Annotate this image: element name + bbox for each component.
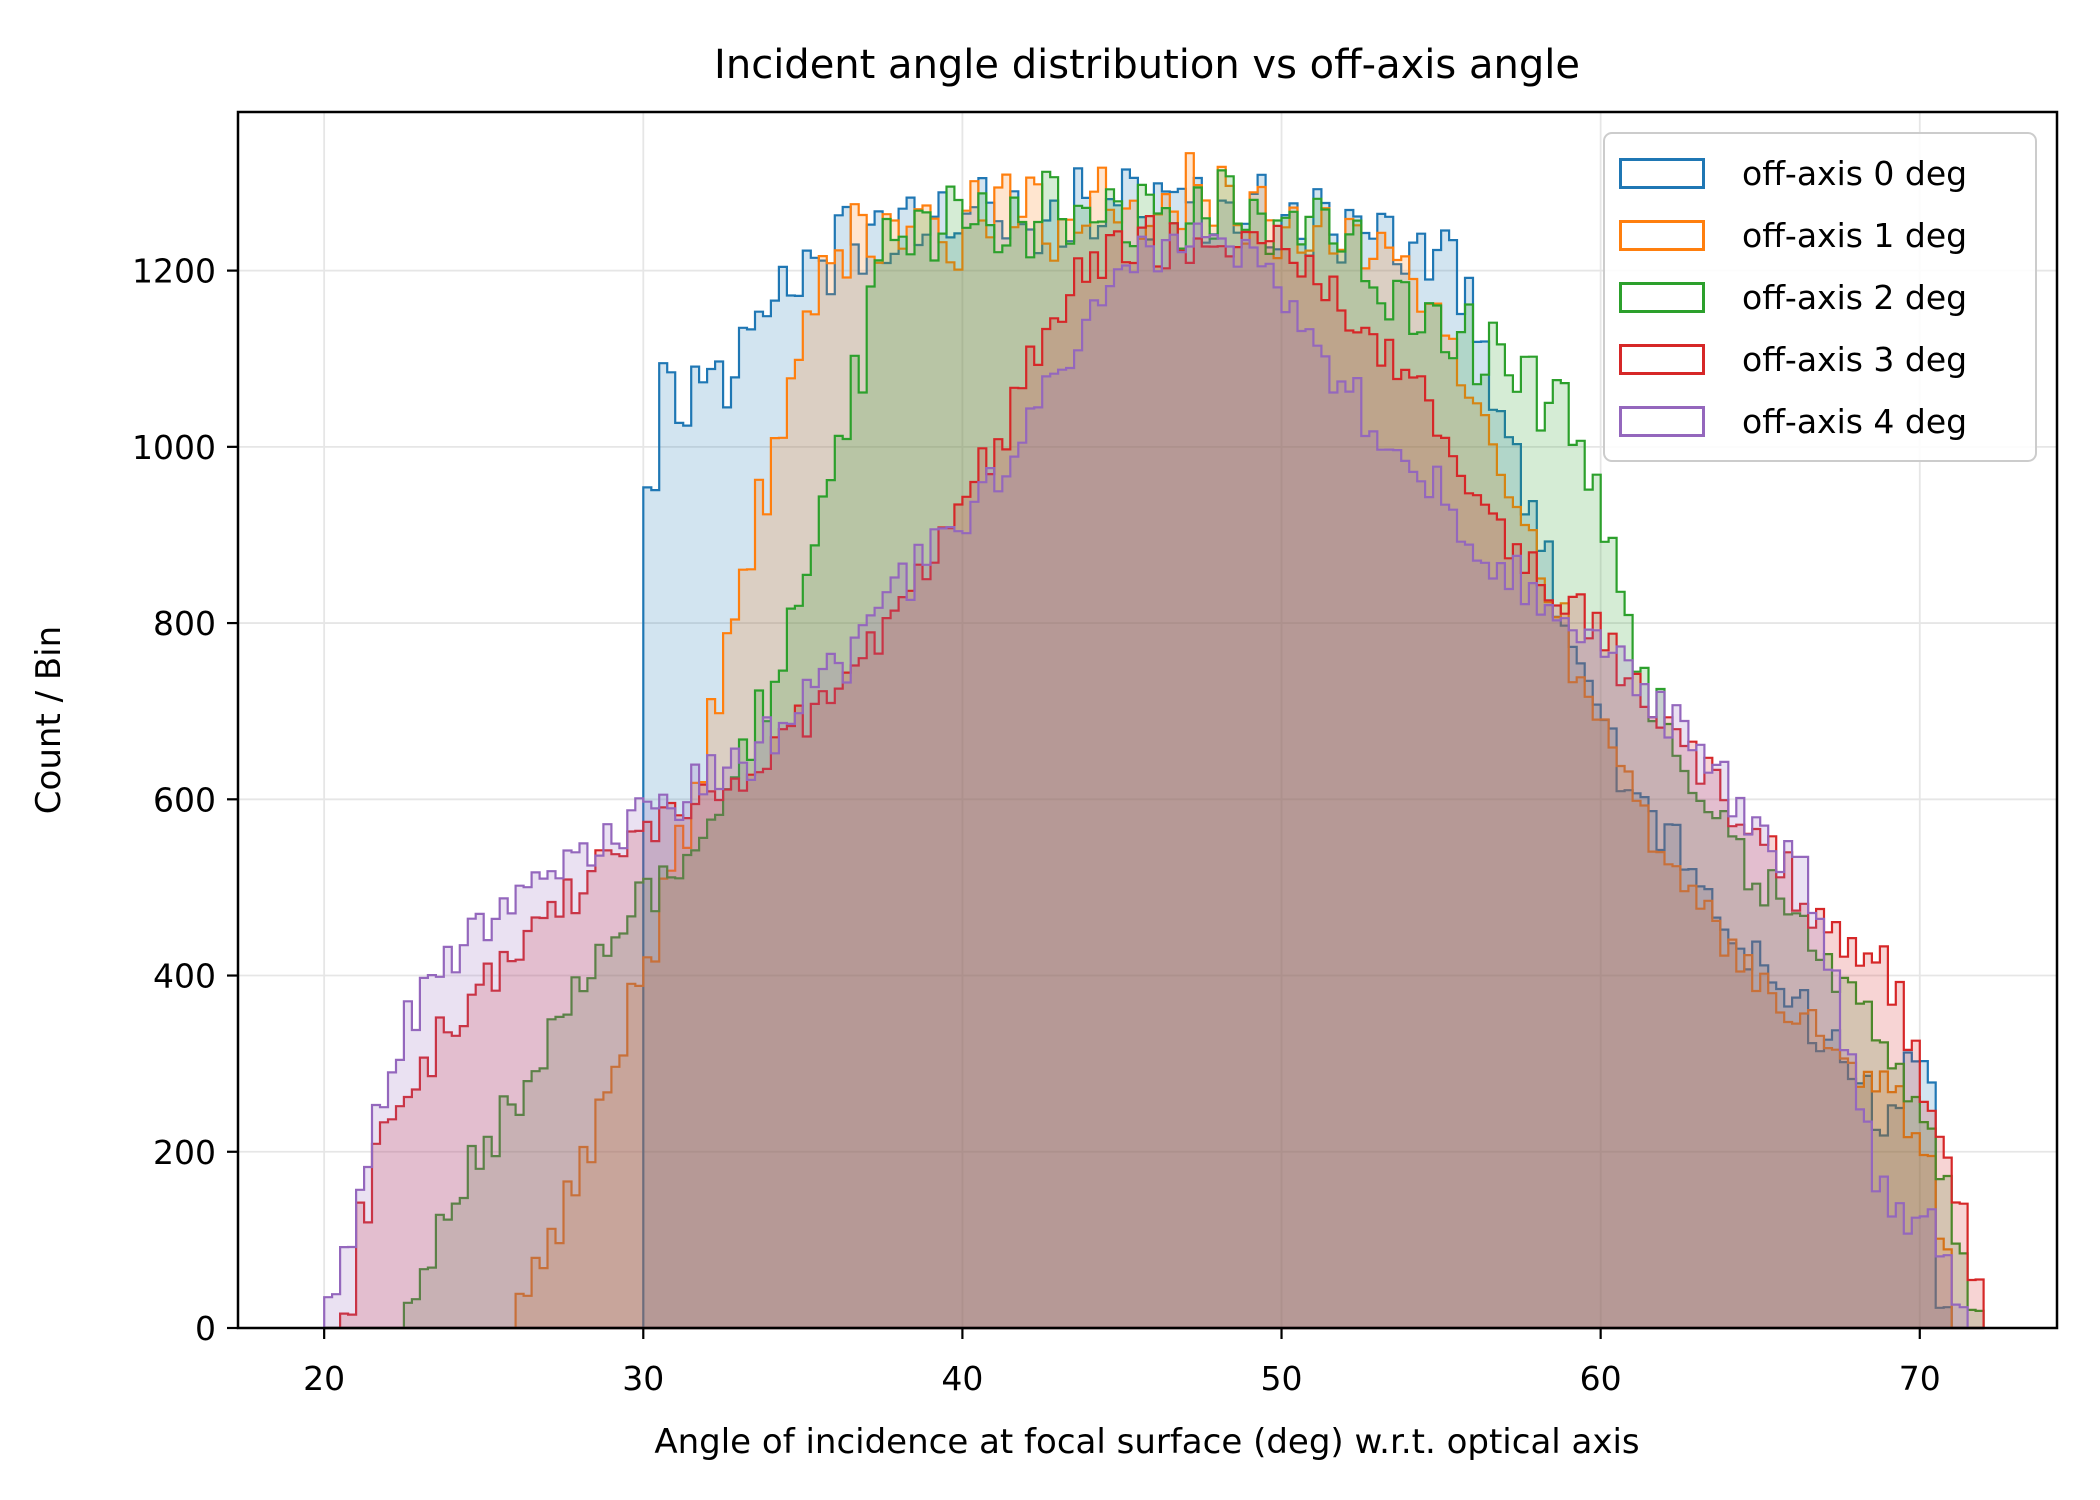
x-tick-label: 50: [1261, 1359, 1303, 1398]
legend-item-off-axis-0-deg: off-axis 0 deg: [1619, 144, 2025, 202]
x-tick-label: 40: [941, 1359, 983, 1398]
axis-tick-labels: 20 30 40 50 60 70 0 200 400 600 800 1000 1200: [132, 252, 1941, 1398]
legend-swatch-off-axis-1-deg: [1619, 219, 1705, 251]
legend-item-off-axis-2-deg: off-axis 2 deg: [1619, 268, 2025, 326]
y-tick-label: 400: [153, 957, 216, 996]
x-tick-label: 70: [1899, 1359, 1941, 1398]
histogram-series: [323, 152, 1985, 1330]
y-tick-label: 600: [153, 780, 216, 819]
chart-title: Incident angle distribution vs off-axis …: [714, 42, 1580, 88]
legend-item-off-axis-3-deg: off-axis 3 deg: [1619, 330, 2025, 388]
y-axis-label: Count / Bin: [29, 626, 69, 814]
legend-label-off-axis-2-deg: off-axis 2 deg: [1742, 277, 1968, 317]
x-tick-label: 60: [1580, 1359, 1622, 1398]
legend-label-off-axis-3-deg: off-axis 3 deg: [1742, 339, 1968, 379]
legend-swatch-off-axis-0-deg: [1619, 157, 1705, 189]
legend-swatch-off-axis-2-deg: [1619, 281, 1705, 313]
legend-swatch-off-axis-3-deg: [1619, 343, 1705, 375]
legend-swatch-off-axis-4-deg: [1619, 405, 1705, 437]
legend: off-axis 0 deg off-axis 1 deg off-axis 2…: [1603, 132, 2037, 462]
legend-label-off-axis-4-deg: off-axis 4 deg: [1742, 401, 1968, 441]
axis-ticks: [227, 269, 1921, 1339]
x-axis-label: Angle of incidence at focal surface (deg…: [654, 1422, 1639, 1462]
legend-item-off-axis-1-deg: off-axis 1 deg: [1619, 206, 2025, 264]
x-tick-label: 30: [622, 1359, 664, 1398]
y-tick-label: 200: [153, 1133, 216, 1172]
plot-border: [236, 110, 2059, 1330]
legend-item-off-axis-4-deg: off-axis 4 deg: [1619, 392, 2025, 450]
legend-label-off-axis-1-deg: off-axis 1 deg: [1742, 215, 1968, 255]
y-tick-label: 0: [195, 1309, 216, 1348]
histogram-off-axis-0-deg: [324, 167, 1984, 1330]
y-tick-label: 1200: [132, 252, 216, 291]
histogram-off-axis-1-deg: [324, 152, 1984, 1330]
x-tick-label: 20: [303, 1359, 345, 1398]
histogram-off-axis-4-deg: [323, 222, 1984, 1330]
legend-label-off-axis-0-deg: off-axis 0 deg: [1742, 153, 1968, 193]
y-tick-label: 1000: [132, 428, 216, 467]
y-tick-label: 800: [153, 604, 216, 643]
